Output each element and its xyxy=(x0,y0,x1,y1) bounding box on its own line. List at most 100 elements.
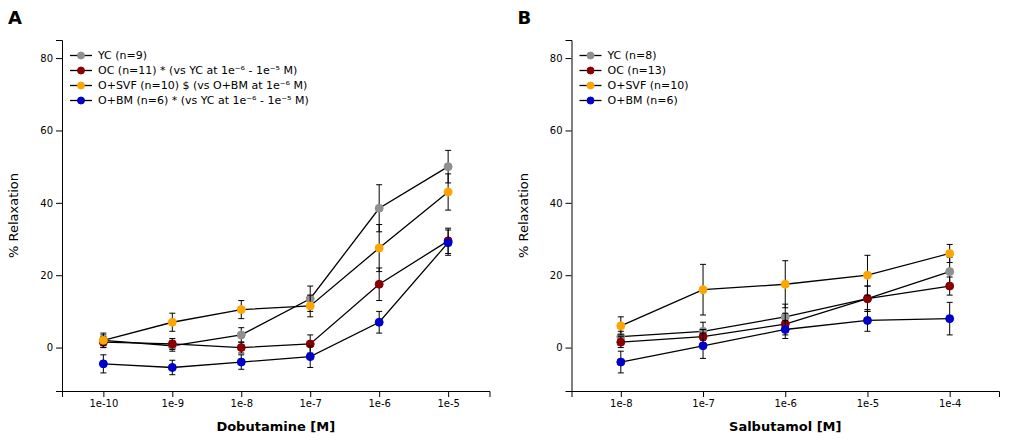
tick-label: 20 xyxy=(550,270,563,281)
tick-label: 1e-6 xyxy=(368,398,391,409)
y-axis-title: % Relaxation xyxy=(6,173,21,258)
error-bar-cap xyxy=(445,255,451,256)
error-bar-cap xyxy=(169,331,175,332)
error-bar-cap xyxy=(700,329,706,330)
error-bar-cap xyxy=(618,334,624,335)
error-bar xyxy=(100,335,106,346)
tick-label: 80 xyxy=(550,53,563,64)
marker xyxy=(99,336,107,344)
error-bar-cap xyxy=(700,358,706,359)
legend-marker xyxy=(78,97,85,104)
error-bar xyxy=(169,313,175,331)
error-bar-cap xyxy=(618,351,624,352)
error-bar xyxy=(864,310,870,332)
tick-label: 0 xyxy=(47,342,53,353)
axis-line xyxy=(566,41,573,392)
legend-label: YC (n=8) xyxy=(607,49,657,62)
error-bar-cap xyxy=(238,342,244,343)
marker xyxy=(237,306,245,314)
tick-mark xyxy=(566,130,572,131)
series-line xyxy=(103,241,448,348)
tick-label: 60 xyxy=(550,125,563,136)
error-bar-cap xyxy=(307,316,313,317)
error-bar-cap xyxy=(947,295,953,296)
error-bar-cap xyxy=(169,374,175,375)
tick-mark xyxy=(172,391,173,397)
tick-mark xyxy=(785,391,786,397)
error-bar xyxy=(169,340,175,351)
legend-item: O+BM (n=6) * (vs YC at 1e⁻⁶ - 1e⁻⁵ M) xyxy=(70,94,309,107)
tick-label: 1e-4 xyxy=(939,398,962,409)
tick-label: 1e-9 xyxy=(162,398,185,409)
marker xyxy=(781,325,789,333)
tick-mark xyxy=(103,391,104,397)
error-bar xyxy=(445,230,451,255)
tick-label: 1e-6 xyxy=(775,398,798,409)
error-bar xyxy=(618,317,624,335)
marker xyxy=(946,282,954,290)
tick-label: 20 xyxy=(40,270,53,281)
tick-label: 1e-5 xyxy=(857,398,880,409)
error-bar-cap xyxy=(307,367,313,368)
error-bar xyxy=(782,320,788,338)
tick-mark xyxy=(566,275,572,276)
marker xyxy=(946,250,954,258)
legend-item: O+SVF (n=10) xyxy=(580,79,689,92)
series xyxy=(99,150,452,351)
tick: 20 xyxy=(550,270,572,281)
tick-label: 40 xyxy=(550,198,563,209)
legend-label: O+SVF (n=10) $ (vs O+BM at 1e⁻⁶ M) xyxy=(98,79,307,92)
marker xyxy=(168,340,176,348)
legend-marker xyxy=(78,82,85,89)
legend: YC (n=9)OC (n=11) * (vs YC at 1e⁻⁶ - 1e⁻… xyxy=(70,49,309,107)
tick: 1e-7 xyxy=(299,391,322,409)
series-line xyxy=(621,319,950,362)
tick: 1e-9 xyxy=(162,391,185,409)
error-bar-cap xyxy=(618,347,624,348)
error-bar xyxy=(169,339,175,350)
error-bar-cap xyxy=(864,255,870,256)
error-bar xyxy=(376,185,382,232)
error-bar-cap xyxy=(445,228,451,229)
tick-mark xyxy=(566,58,572,59)
tick-mark xyxy=(56,348,62,349)
tick: 0 xyxy=(556,342,571,353)
error-bar-cap xyxy=(100,347,106,348)
marker xyxy=(781,280,789,288)
tick: 80 xyxy=(550,53,572,64)
error-bar-cap xyxy=(100,333,106,334)
marker xyxy=(946,315,954,323)
x-axis-title: Salbutamol [M] xyxy=(729,419,841,434)
tick-mark xyxy=(241,391,242,397)
marker xyxy=(863,295,871,303)
marker xyxy=(99,336,107,344)
legend-item: O+BM (n=6) xyxy=(580,94,678,107)
legend-label: YC (n=9) xyxy=(97,49,147,62)
error-bar-cap xyxy=(169,360,175,361)
error-bar-cap xyxy=(947,302,953,303)
tick-mark xyxy=(56,130,62,131)
error-bar-cap xyxy=(307,345,313,346)
marker xyxy=(375,204,383,212)
error-bar-cap xyxy=(700,333,706,334)
x-axis: 1e-81e-71e-61e-51e-4 xyxy=(572,391,1000,409)
marker xyxy=(617,358,625,366)
series-line xyxy=(103,192,448,340)
tick-label: 60 xyxy=(40,125,53,136)
series xyxy=(617,277,954,348)
tick-mark xyxy=(950,391,951,397)
marker xyxy=(375,280,383,288)
marker xyxy=(863,295,871,303)
error-bar-cap xyxy=(238,300,244,301)
tick: 80 xyxy=(40,53,62,64)
legend-marker xyxy=(78,67,85,74)
error-bar xyxy=(376,311,382,333)
marker xyxy=(863,316,871,324)
error-bar-cap xyxy=(100,345,106,346)
error-bar-cap xyxy=(376,311,382,312)
error-bar-cap xyxy=(238,318,244,319)
error-bar-cap xyxy=(376,224,382,225)
error-bar xyxy=(947,302,953,335)
x-axis: 1e-101e-91e-81e-71e-61e-5 xyxy=(63,391,491,409)
tick-label: 80 xyxy=(40,53,53,64)
